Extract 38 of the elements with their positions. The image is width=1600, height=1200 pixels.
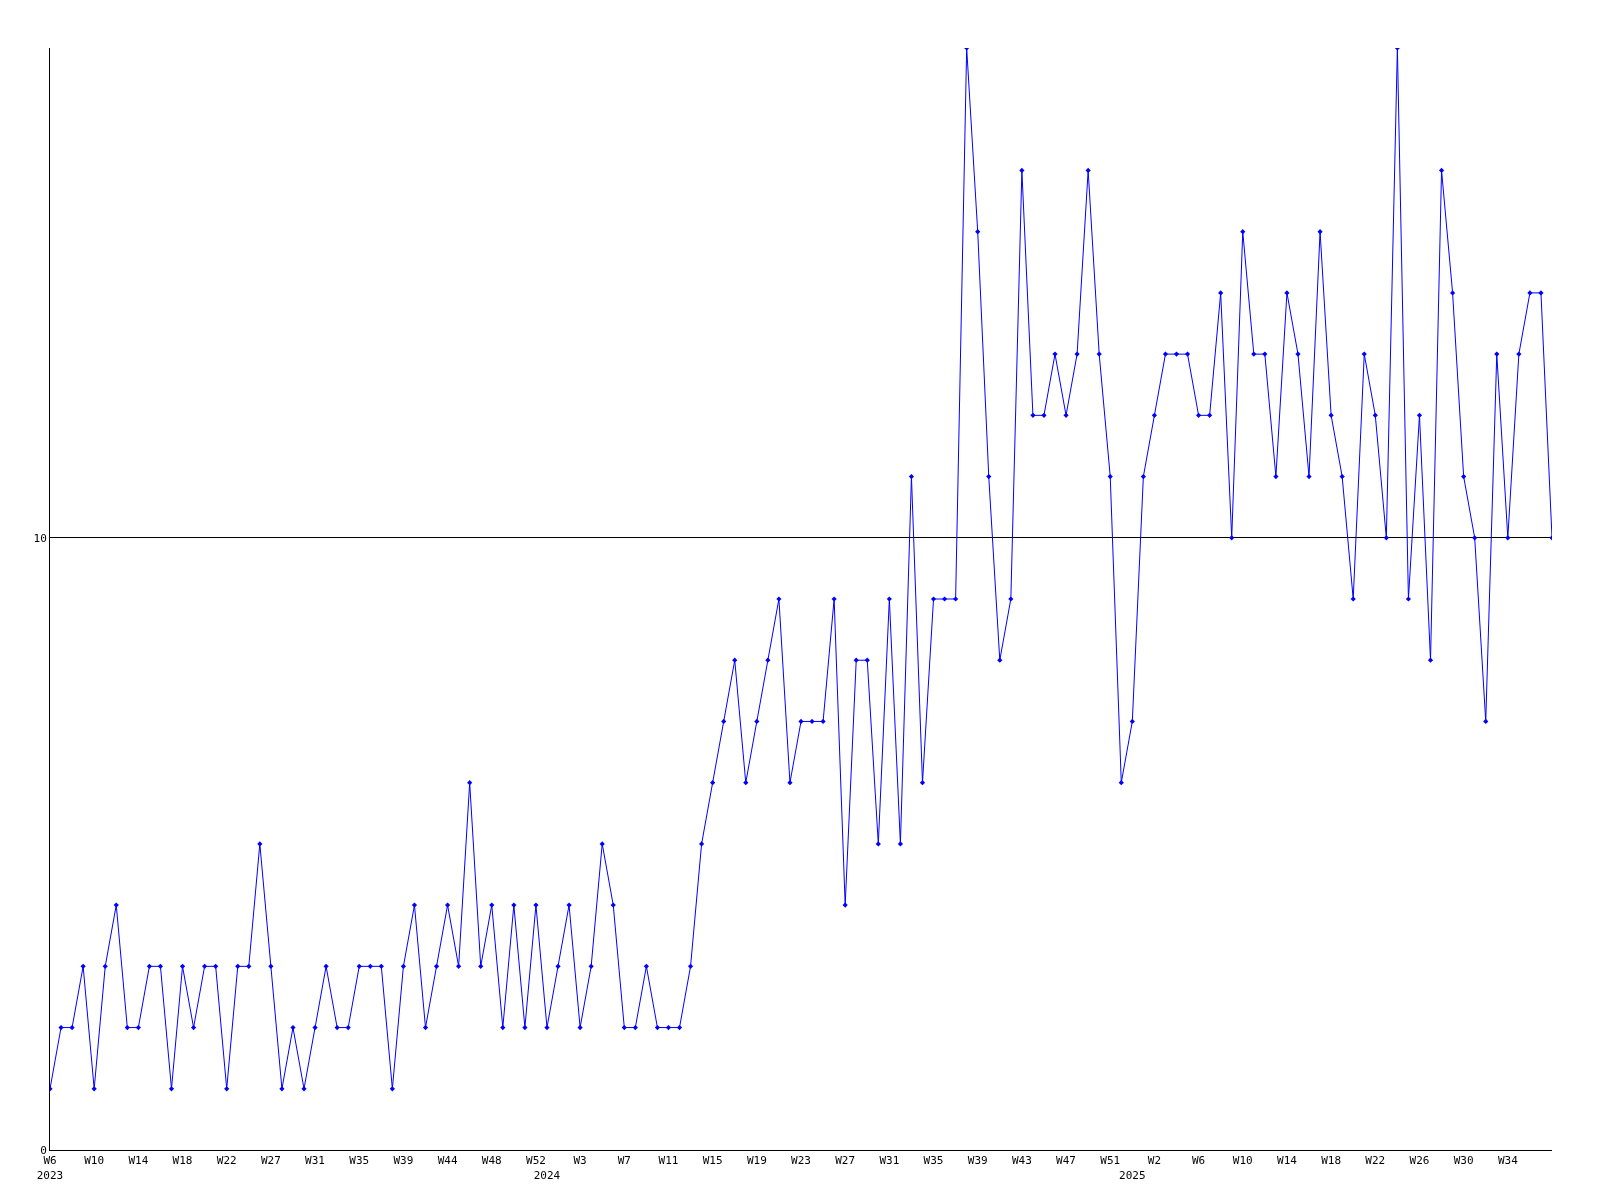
x-tick-label: W15 — [702, 1154, 723, 1168]
x-tick-label: W35 — [349, 1154, 370, 1168]
x-tick-label: W6 — [1191, 1154, 1206, 1168]
x-tick-label: 2024 — [533, 1168, 561, 1182]
y-tick-label: 0 — [40, 1143, 47, 1157]
x-tick-label: W44 — [437, 1154, 458, 1168]
x-tick-label: W34 — [1497, 1154, 1519, 1168]
x-tick-label: W51 — [1100, 1154, 1121, 1168]
x-tick-label: W10 — [1232, 1154, 1253, 1168]
x-tick-label: W14 — [128, 1154, 149, 1168]
x-tick-label: W48 — [481, 1154, 502, 1168]
x-tick-label: W18 — [172, 1154, 193, 1168]
x-tick-label: W27 — [260, 1154, 281, 1168]
x-tick-label: W39 — [393, 1154, 414, 1168]
x-tick-label: W31 — [305, 1154, 325, 1168]
x-tick-label: 2025 — [1119, 1168, 1146, 1182]
x-tick-label: W19 — [746, 1154, 767, 1168]
x-tick-label: W2 — [1147, 1154, 1162, 1168]
x-tick-label: W35 — [923, 1154, 944, 1168]
x-tick-label: W52 — [526, 1154, 546, 1168]
x-tick-label: W31 — [879, 1154, 900, 1168]
x-tick-label: W10 — [84, 1154, 105, 1168]
x-tick-label: W18 — [1321, 1154, 1342, 1168]
x-tick-label: W6 2023 — [36, 1154, 64, 1182]
x-tick-label: W22 — [1365, 1154, 1386, 1168]
x-tick-label: W27 — [835, 1154, 856, 1168]
x-tick-label: W22 — [216, 1154, 237, 1168]
x-tick-label: W7 — [617, 1154, 631, 1168]
x-tick-label: W39 — [967, 1154, 988, 1168]
x-tick-label: W3 — [573, 1154, 587, 1168]
y-tick-label: 10 — [33, 531, 47, 545]
x-tick-label: W26 — [1409, 1154, 1430, 1168]
x-tick-label: W11 — [658, 1154, 679, 1168]
x-tick-label: W47 — [1056, 1154, 1076, 1168]
x-tick-label: W30 — [1453, 1154, 1474, 1168]
x-tick-label: W23 — [791, 1154, 811, 1168]
x-tick-label: W14 — [1277, 1154, 1298, 1168]
x-tick-label: W43 — [1011, 1154, 1032, 1168]
